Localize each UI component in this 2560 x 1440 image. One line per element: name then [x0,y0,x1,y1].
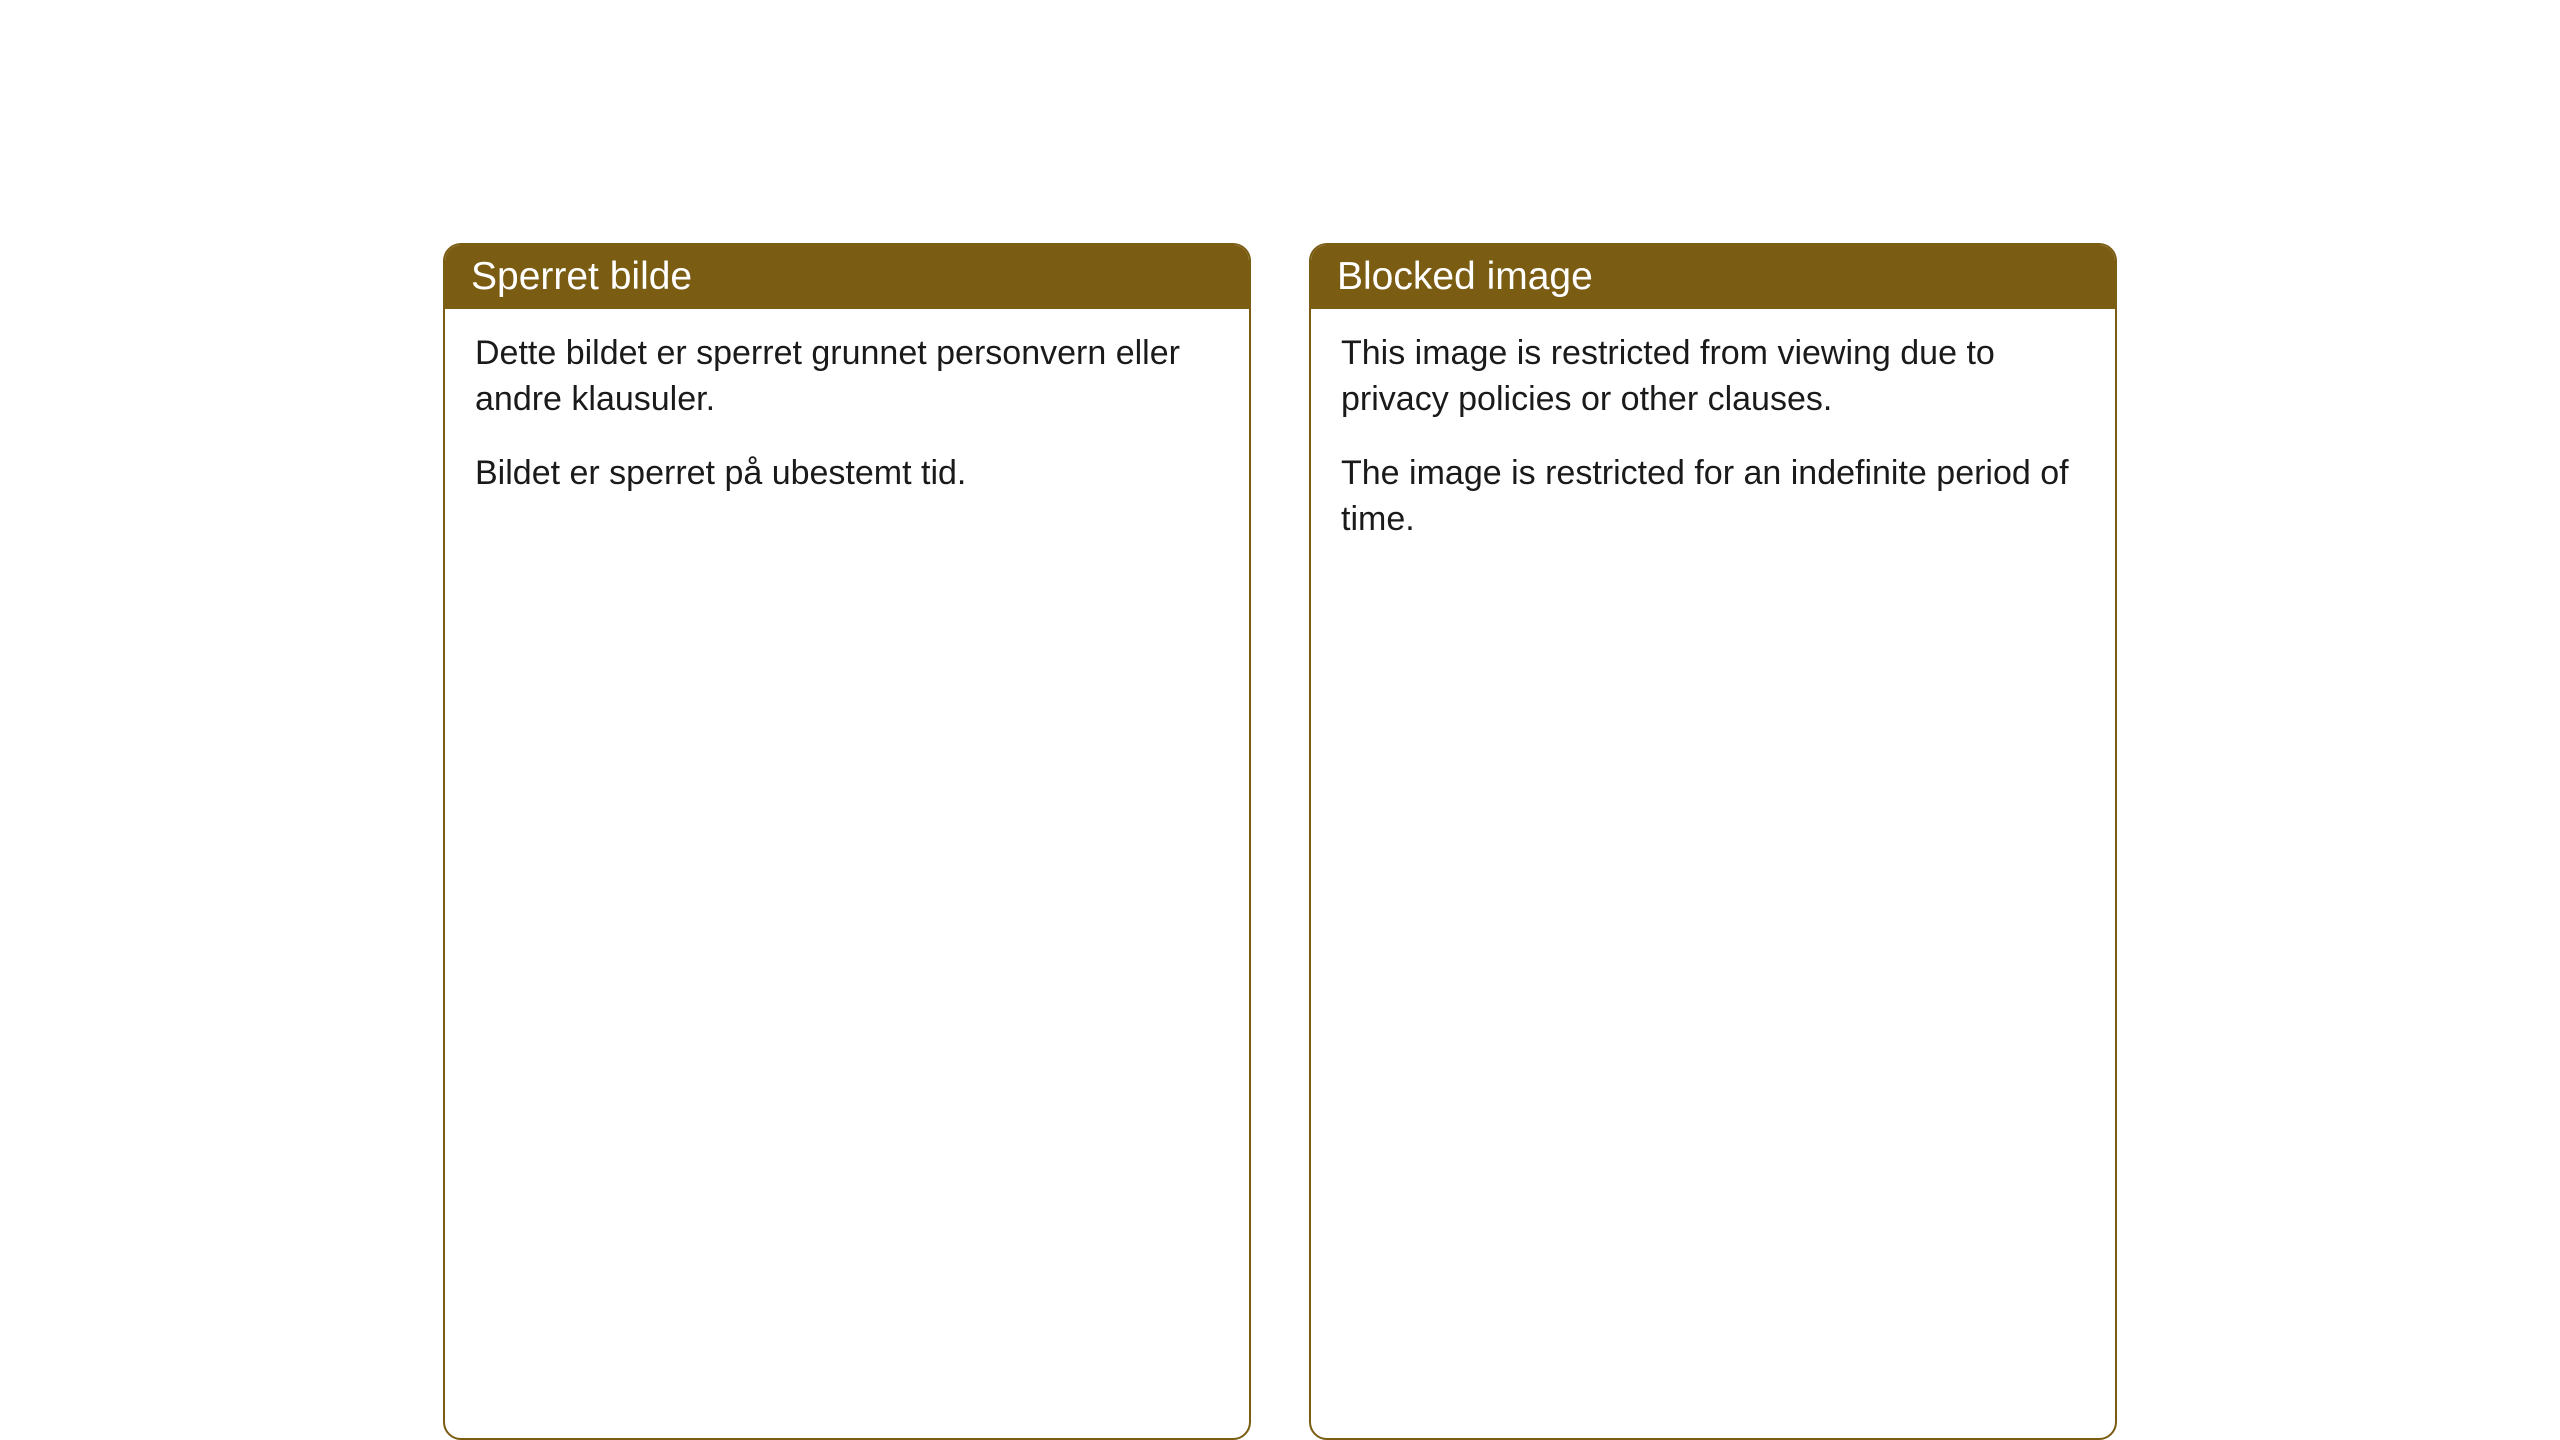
card-paragraph: Bildet er sperret på ubestemt tid. [475,451,1219,497]
card-title: Sperret bilde [445,245,1249,309]
card-paragraph: The image is restricted for an indefinit… [1341,451,2085,543]
card-paragraph: This image is restricted from viewing du… [1341,331,2085,423]
blocked-image-card-english: Blocked image This image is restricted f… [1309,243,2117,1440]
card-body: Dette bildet er sperret grunnet personve… [445,309,1249,537]
card-body: This image is restricted from viewing du… [1311,309,2115,583]
card-paragraph: Dette bildet er sperret grunnet personve… [475,331,1219,423]
notice-container: Sperret bilde Dette bildet er sperret gr… [443,243,2117,1440]
card-title: Blocked image [1311,245,2115,309]
blocked-image-card-norwegian: Sperret bilde Dette bildet er sperret gr… [443,243,1251,1440]
